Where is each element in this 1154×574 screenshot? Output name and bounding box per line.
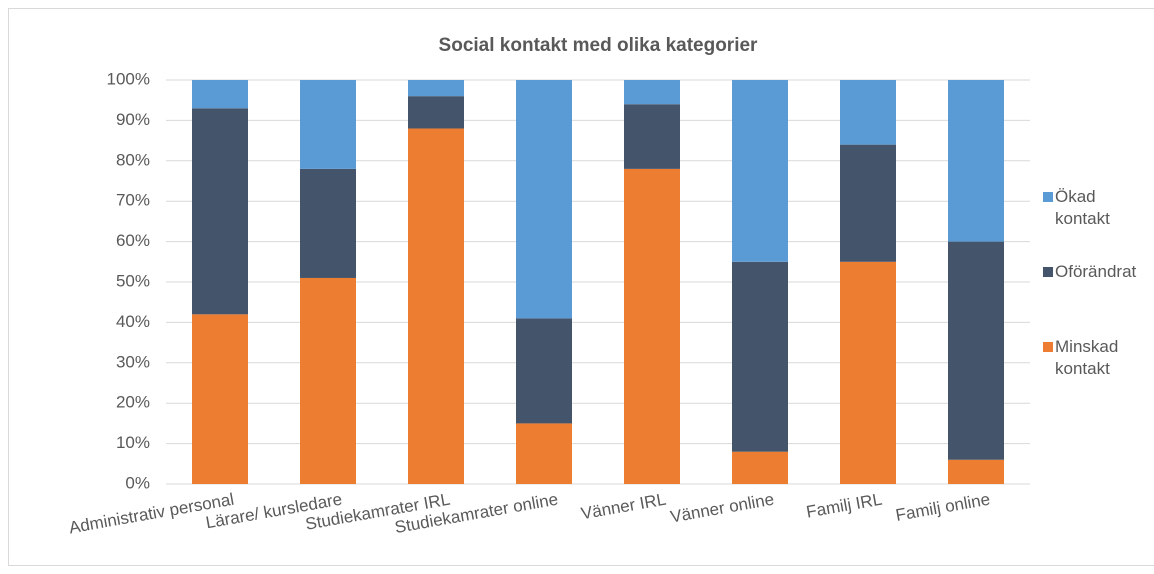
bar-segment — [948, 459, 1004, 484]
x-tick-label: Vänner online — [669, 490, 776, 527]
bar-segment — [840, 144, 896, 262]
bar-segment — [732, 261, 788, 452]
legend-swatch — [1043, 342, 1053, 352]
y-tick-label: 20% — [116, 393, 150, 412]
bar-segment — [300, 168, 356, 278]
legend-entry: Oförändrat — [1055, 262, 1137, 281]
bar-segment — [840, 80, 896, 145]
x-tick-label: Familj online — [894, 490, 991, 525]
bar-segment — [192, 314, 248, 484]
bar-segment — [732, 80, 788, 262]
legend-entry: Minskad kontakt — [1055, 337, 1119, 378]
legend-swatch — [1043, 192, 1053, 202]
y-tick-label: 100% — [107, 69, 150, 88]
legend-swatch — [1043, 267, 1053, 277]
x-tick-label: Vänner IRL — [579, 490, 667, 524]
y-tick-label: 50% — [116, 271, 150, 290]
bar-segment — [516, 318, 572, 424]
chart-frame — [8, 8, 1154, 566]
y-tick-label: 10% — [116, 433, 150, 452]
legend-label: Ökad kontakt — [1055, 187, 1110, 228]
bar-segment — [408, 80, 464, 97]
y-tick-label: 40% — [116, 312, 150, 331]
bar-segment — [624, 104, 680, 169]
bar-segment — [732, 451, 788, 484]
bar-segment — [840, 261, 896, 484]
legend-label: Minskad kontakt — [1055, 337, 1119, 378]
bar-segment — [408, 96, 464, 129]
bar-segment — [624, 168, 680, 484]
bar-segment — [516, 423, 572, 484]
bar-segment — [300, 80, 356, 169]
bar-segment — [192, 80, 248, 109]
bar-segment — [300, 277, 356, 484]
chart-title: Social kontakt med olika kategorier — [439, 35, 758, 56]
bar-segment — [408, 128, 464, 485]
bar-segment — [516, 80, 572, 319]
y-tick-label: 70% — [116, 191, 150, 210]
legend-label: Oförändrat — [1055, 262, 1137, 281]
y-tick-label: 60% — [116, 231, 150, 250]
y-tick-label: 80% — [116, 150, 150, 169]
legend-entry: Ökad kontakt — [1055, 187, 1110, 228]
y-tick-label: 90% — [116, 110, 150, 129]
bar-segment — [948, 80, 1004, 242]
y-tick-label: 0% — [125, 473, 150, 492]
bar-segment — [624, 80, 680, 105]
x-tick-label: Familj IRL — [805, 490, 884, 522]
bar-segment — [948, 241, 1004, 460]
y-tick-label: 30% — [116, 352, 150, 371]
bar-segment — [192, 108, 248, 315]
